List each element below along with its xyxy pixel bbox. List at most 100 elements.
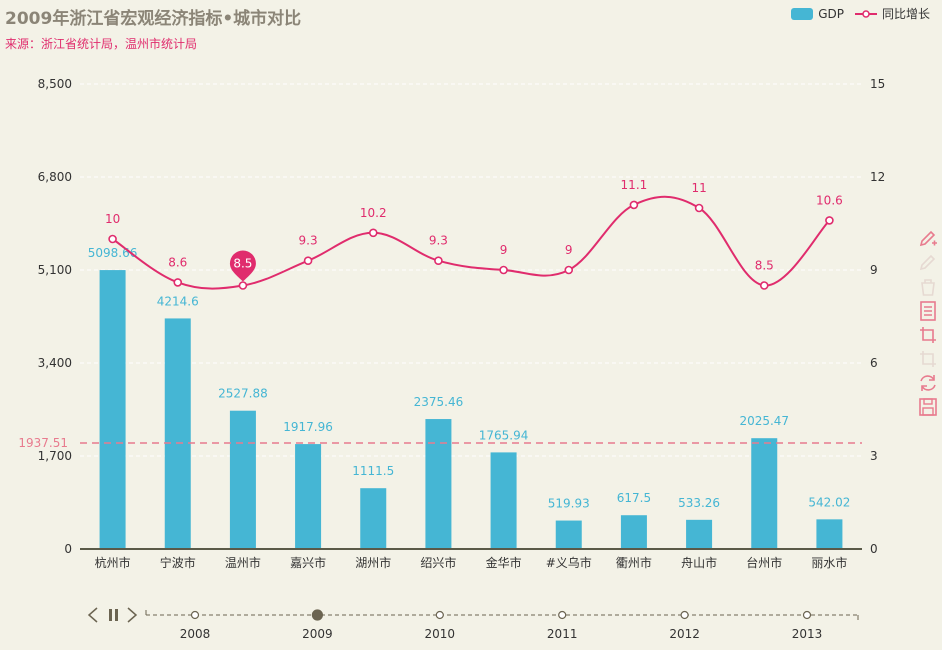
timeline-point[interactable]	[558, 610, 567, 620]
gdp-bar[interactable]	[164, 318, 191, 549]
growth-point[interactable]	[759, 281, 769, 290]
timeline-year-label[interactable]: 2013	[792, 627, 823, 641]
zoom-icon[interactable]	[917, 324, 939, 346]
legend-item-growth[interactable]: 同比增长	[854, 5, 930, 22]
mark-point-pin-icon[interactable]	[229, 250, 256, 282]
timeline-pause-icon[interactable]	[109, 609, 112, 621]
growth-point-label: 9	[500, 243, 508, 257]
restore-icon[interactable]	[917, 372, 939, 394]
gdp-bar[interactable]	[555, 520, 582, 549]
gdp-bar[interactable]	[295, 444, 322, 549]
mark-point-label: 8.5	[233, 257, 252, 271]
growth-point[interactable]	[368, 228, 378, 238]
gdp-bar[interactable]	[229, 410, 256, 549]
y-right-tick-label: 3	[870, 449, 878, 463]
gdp-bar[interactable]	[620, 515, 647, 549]
growth-point[interactable]	[108, 234, 117, 244]
gdp-bar-label: 542.02	[808, 495, 850, 509]
growth-point-label: 10.2	[360, 206, 387, 220]
gdp-bar-label: 533.26	[678, 496, 720, 510]
y-right-tick-label: 15	[870, 77, 885, 91]
y-left-tick-label: 6,800	[38, 170, 72, 184]
timeline-pause-icon[interactable]	[115, 609, 118, 621]
gdp-bar[interactable]	[490, 452, 517, 549]
growth-point-label: 10.6	[816, 193, 843, 207]
gdp-bar-label: 1765.94	[479, 428, 529, 442]
x-tick-label: 杭州市	[95, 555, 131, 570]
gdp-bar[interactable]	[686, 519, 713, 549]
legend-item-gdp[interactable]: GDP	[791, 7, 844, 21]
y-right-tick-label: 6	[870, 356, 878, 370]
mark-undo-icon[interactable]	[917, 252, 939, 274]
timeline-year-label[interactable]: 2010	[425, 627, 456, 641]
gdp-bar-label: 617.5	[617, 491, 651, 505]
timeline-current-point[interactable]	[311, 609, 323, 621]
growth-point-label: 9	[565, 243, 573, 257]
growth-point[interactable]	[499, 265, 508, 275]
save-image-icon[interactable]	[917, 396, 939, 418]
gdp-bar[interactable]	[425, 419, 452, 549]
title-block: 2009年浙江省宏观经济指标•城市对比 来源：浙江省统计局，温州市统计局	[5, 4, 301, 52]
gdp-bar-label: 4214.6	[157, 294, 199, 308]
gdp-bar[interactable]	[99, 270, 126, 549]
timeline-next-icon[interactable]	[127, 607, 138, 623]
gdp-bar[interactable]	[816, 519, 843, 549]
legend: GDP 同比增长	[781, 5, 930, 22]
average-mark-line-label: 1937.51	[18, 436, 68, 450]
gdp-bar[interactable]	[360, 488, 387, 549]
x-tick-label: 温州市	[225, 555, 261, 570]
zoom-reset-icon[interactable]	[917, 348, 939, 370]
toolbox	[917, 228, 941, 420]
timeline-point[interactable]	[680, 610, 689, 620]
timeline-prev-icon[interactable]	[87, 607, 98, 623]
y-left-tick-label: 1,700	[38, 449, 72, 463]
legend-label-gdp: GDP	[818, 6, 844, 21]
x-tick-label: 金华市	[486, 555, 522, 570]
growth-point[interactable]	[238, 281, 248, 290]
y-left-tick-label: 8,500	[38, 77, 72, 91]
data-view-icon[interactable]	[917, 300, 939, 322]
chart-subtitle: 来源：浙江省统计局，温州市统计局	[5, 37, 198, 51]
growth-point-label: 9.3	[299, 234, 318, 248]
timeline-year-label[interactable]: 2008	[180, 627, 211, 641]
growth-point[interactable]	[825, 216, 834, 225]
gdp-swatch-icon	[791, 7, 814, 20]
x-tick-label: 湖州市	[355, 555, 391, 570]
x-tick-label: 台州市	[746, 555, 782, 570]
timeline-point[interactable]	[190, 610, 200, 620]
x-tick-label: #义乌市	[546, 555, 592, 570]
chart-title: 2009年浙江省宏观经济指标•城市对比	[5, 9, 302, 29]
growth-point-label: 9.3	[429, 234, 448, 248]
gdp-bar-label: 1917.96	[283, 420, 333, 434]
timeline-year-label[interactable]: 2012	[669, 627, 700, 641]
x-tick-label: 嘉兴市	[290, 555, 326, 570]
timeline-year-label[interactable]: 2011	[547, 627, 578, 641]
x-tick-label: 衢州市	[616, 555, 652, 570]
timeline-point[interactable]	[435, 610, 444, 620]
growth-point-label: 11.1	[621, 178, 648, 192]
mark-clear-icon[interactable]	[917, 276, 939, 298]
growth-point[interactable]	[629, 200, 639, 210]
growth-swatch-icon	[854, 9, 877, 18]
y-right-tick-label: 0	[870, 542, 878, 556]
growth-point[interactable]	[434, 256, 443, 266]
y-left-tick-label: 5,100	[38, 263, 72, 277]
gdp-bar[interactable]	[751, 438, 778, 549]
gdp-bar-label: 2375.46	[414, 395, 464, 409]
growth-point-label: 8.5	[755, 259, 774, 273]
timeline-point[interactable]	[802, 610, 812, 620]
growth-point[interactable]	[303, 256, 313, 266]
timeline-year-label[interactable]: 2009	[302, 627, 333, 641]
x-tick-label: 舟山市	[681, 555, 717, 570]
mark-icon[interactable]	[917, 228, 939, 250]
growth-point[interactable]	[173, 278, 183, 287]
growth-point[interactable]	[694, 203, 704, 213]
growth-series-line	[112, 195, 831, 290]
growth-point-label: 8.6	[168, 255, 187, 269]
x-tick-label: 丽水市	[811, 555, 847, 570]
gdp-bar-label: 1111.5	[352, 464, 394, 478]
growth-point[interactable]	[564, 265, 574, 275]
gdp-bar-label: 2025.47	[739, 414, 789, 428]
gdp-bar-label: 2527.88	[218, 387, 268, 401]
